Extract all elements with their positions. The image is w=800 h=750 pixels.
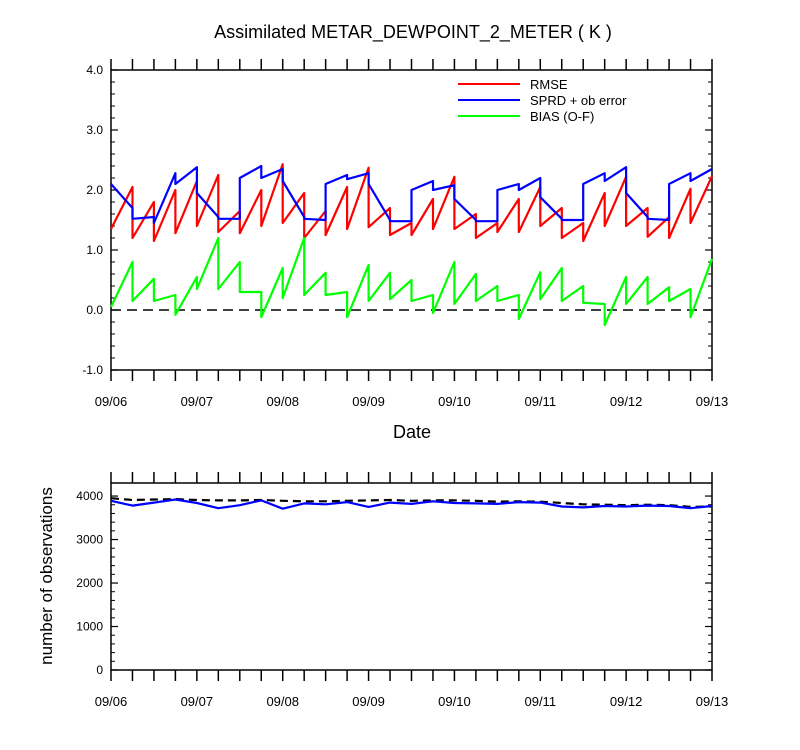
top-y-ticks: -1.0 0.0 1.0 2.0 3.0 4.0: [82, 63, 712, 377]
x-tick-label: 09/10: [438, 694, 471, 709]
y-tick-label: -1.0: [82, 363, 103, 377]
y-tick-label: 0.0: [86, 303, 103, 317]
y-tick-label: 1000: [76, 620, 103, 634]
x-tick-label: 09/12: [610, 394, 643, 409]
legend-label: SPRD + ob error: [530, 93, 627, 108]
y-tick-label: 1.0: [86, 243, 103, 257]
y-tick-label: 4000: [76, 489, 103, 503]
x-tick-label: 09/06: [95, 394, 128, 409]
bottom-y-ticks: 0 1000 2000 3000 4000: [76, 489, 712, 677]
bottom-x-ticks: 09/06 09/07 09/08 09/09 09/10 09/11 09/12 09/13: [95, 472, 729, 709]
x-tick-label: 09/06: [95, 694, 128, 709]
y-tick-label: 2000: [76, 576, 103, 590]
bottom-series-group: [110, 497, 713, 510]
y-tick-label: 3000: [76, 533, 103, 547]
y-tick-label: 2.0: [86, 183, 103, 197]
chart-title: Assimilated METAR_DEWPOINT_2_METER ( K ): [214, 22, 612, 43]
top-x-ticks: 09/06 09/07 09/08 09/09 09/10 09/11 09/12 09/13: [95, 59, 729, 409]
series-line-rmse: [110, 163, 713, 243]
x-tick-label: 09/08: [266, 694, 299, 709]
series-line-series-0: [110, 497, 713, 508]
legend-label: RMSE: [530, 77, 568, 92]
x-tick-label: 09/09: [352, 694, 385, 709]
x-tick-label: 09/07: [181, 694, 214, 709]
series-line-sprd-ob-error: [110, 164, 713, 225]
x-tick-label: 09/12: [610, 694, 643, 709]
series-line-bias-o-f: [110, 236, 714, 327]
x-tick-label: 09/13: [696, 394, 729, 409]
series-line-series-1: [110, 498, 713, 510]
bottom-y-axis-label: number of observations: [37, 487, 56, 665]
x-tick-label: 09/11: [524, 694, 556, 709]
top-panel: -1.0 0.0 1.0 2.0 3.0 4.0 09/06 09/07 09/08 09/09…: [82, 59, 728, 442]
y-tick-label: 4.0: [86, 63, 103, 77]
x-tick-label: 09/08: [266, 394, 299, 409]
bottom-plot-frame: [110, 482, 713, 671]
legend-label: BIAS (O-F): [530, 109, 594, 124]
x-tick-label: 09/13: [696, 694, 729, 709]
y-tick-label: 0: [96, 663, 103, 677]
y-tick-label: 3.0: [86, 123, 103, 137]
x-tick-label: 09/10: [438, 394, 471, 409]
top-series-group: [110, 163, 714, 327]
x-axis-label: Date: [393, 422, 431, 442]
x-tick-label: 09/09: [352, 394, 385, 409]
x-tick-label: 09/07: [181, 394, 214, 409]
x-tick-label: 09/11: [524, 394, 556, 409]
